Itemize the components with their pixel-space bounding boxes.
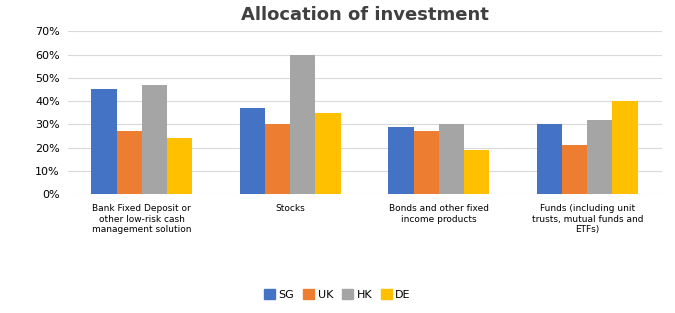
Bar	[265, 124, 290, 194]
Bar	[290, 54, 315, 194]
Bar	[414, 131, 439, 194]
Bar	[388, 127, 414, 194]
Legend: SG, UK, HK, DE: SG, UK, HK, DE	[260, 285, 415, 304]
Bar	[464, 150, 489, 194]
Bar	[240, 108, 265, 194]
Bar	[91, 90, 117, 194]
Bar	[562, 145, 587, 194]
Title: Allocation of investment: Allocation of investment	[240, 6, 489, 24]
Bar	[587, 120, 612, 194]
Bar	[439, 124, 464, 194]
Bar	[612, 101, 638, 194]
Bar	[117, 131, 142, 194]
Bar	[167, 138, 192, 194]
Bar	[537, 124, 562, 194]
Bar	[315, 113, 341, 194]
Bar	[142, 85, 167, 194]
